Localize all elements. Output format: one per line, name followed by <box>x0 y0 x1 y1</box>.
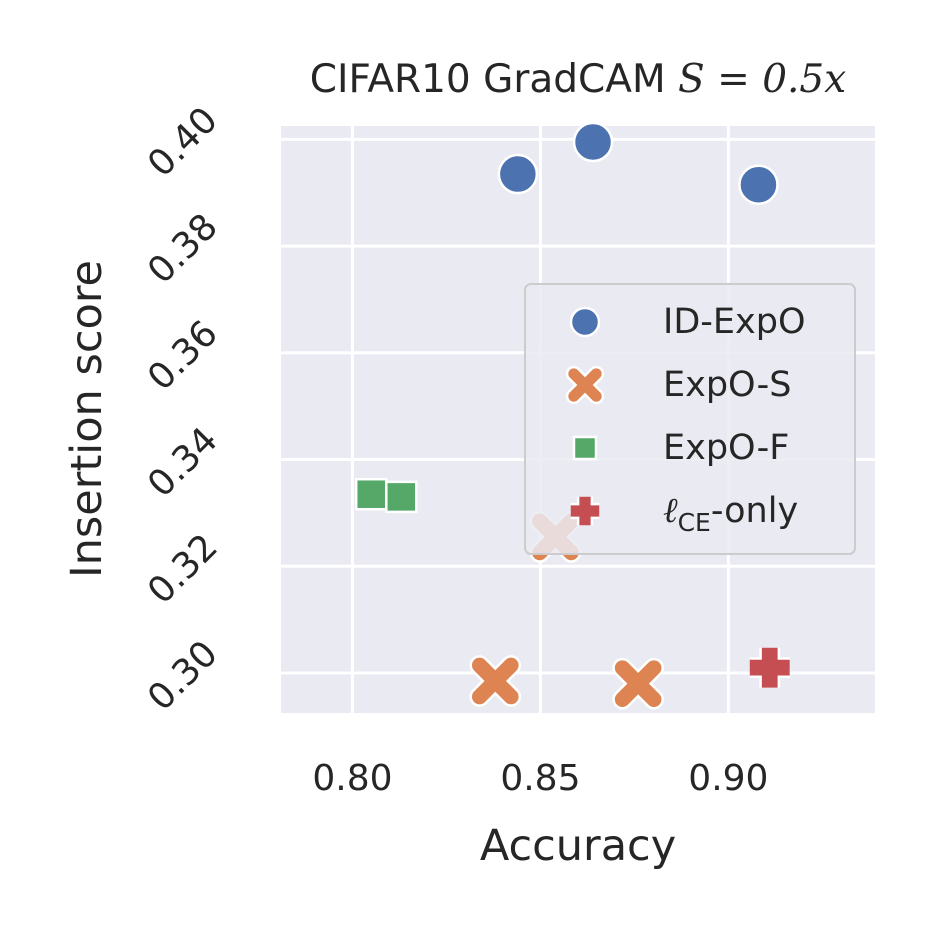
legend-label-ce-main: ℓ <box>663 491 678 531</box>
legend-marker-2 <box>572 435 598 461</box>
y-tick-label: 0.40 <box>140 100 226 186</box>
point-series3-0 <box>749 647 790 688</box>
y-tick-label: 0.38 <box>140 206 226 292</box>
legend-marker-1 <box>565 365 605 405</box>
legend-markers <box>565 306 605 526</box>
chart-title-math: S = 0.5x <box>678 57 846 102</box>
y-axis-label: Insertion score <box>62 260 112 578</box>
x-tick-label: 0.85 <box>500 758 580 799</box>
legend: ID-ExpO ExpO-S ExpO-F ℓCE-only <box>524 283 856 555</box>
legend-label-ce-tail: -only <box>711 491 798 531</box>
legend-label-expo-s: ExpO-S <box>663 365 791 405</box>
chart-title-prefix: CIFAR10 GradCAM <box>310 57 678 102</box>
legend-marker-0 <box>569 306 601 338</box>
x-axis-label: Accuracy <box>480 821 676 871</box>
point-series1-1 <box>612 657 664 710</box>
point-series0-2 <box>738 164 779 205</box>
legend-label-ce-only: ℓCE-only <box>663 491 798 537</box>
point-series0-1 <box>572 121 614 163</box>
x-tick-label: 0.90 <box>688 758 768 799</box>
point-series2-0 <box>354 477 388 511</box>
point-series2-1 <box>385 480 418 514</box>
y-tick-label: 0.30 <box>140 633 226 719</box>
point-series0-0 <box>497 153 539 195</box>
legend-label-expo-f: ExpO-F <box>663 428 789 468</box>
legend-label-ce-sub: CE <box>678 508 711 537</box>
x-tick-label: 0.80 <box>312 758 392 799</box>
y-tick-label: 0.36 <box>140 313 226 399</box>
legend-marker-3 <box>570 496 600 526</box>
y-tick-label: 0.32 <box>140 526 226 612</box>
x-tick-labels: 0.80 0.85 0.90 <box>312 758 768 799</box>
y-tick-label: 0.34 <box>140 420 226 506</box>
legend-label-id-expo: ID-ExpO <box>663 302 806 342</box>
chart-title: CIFAR10 GradCAM S = 0.5x <box>310 57 846 102</box>
y-tick-labels: 0.30 0.32 0.34 0.36 0.38 0.40 <box>140 100 226 719</box>
point-series1-0 <box>469 655 522 707</box>
legend-box <box>524 283 856 555</box>
